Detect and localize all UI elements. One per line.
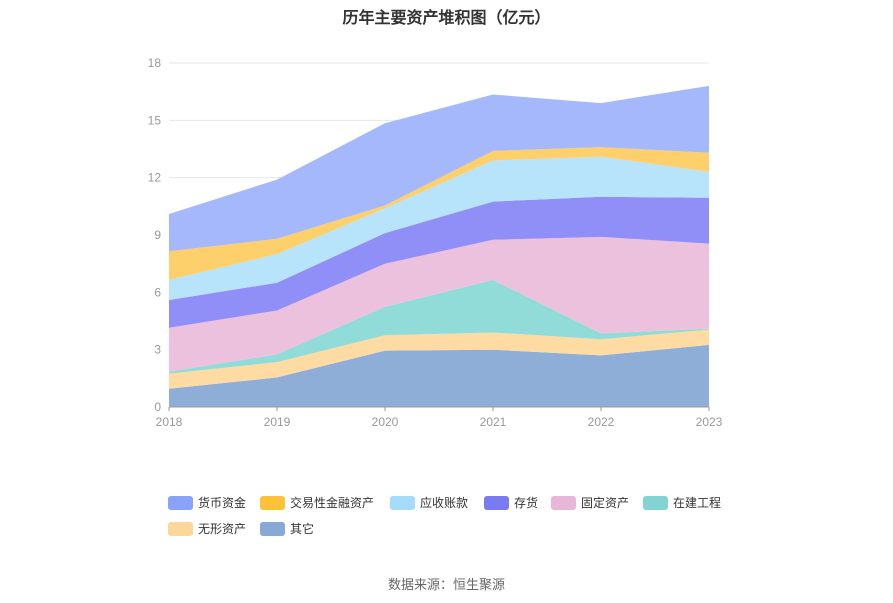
x-tick-label: 2022 [588, 415, 615, 429]
y-tick-label: 18 [148, 56, 162, 70]
legend-label: 固定资产 [581, 496, 630, 510]
legend-swatch [390, 495, 415, 510]
x-tick-label: 2019 [264, 415, 291, 429]
legend-swatch [168, 521, 193, 536]
legend-swatch [168, 495, 193, 510]
y-tick-label: 3 [154, 343, 161, 357]
area-series-4 [169, 236, 709, 372]
x-tick-label: 2023 [696, 415, 723, 429]
y-tick-label: 0 [154, 400, 161, 414]
legend-label: 交易性金融资产 [290, 496, 375, 510]
legend-item[interactable]: 其它 [260, 520, 314, 537]
x-tick-label: 2018 [156, 415, 183, 429]
area-series-2 [169, 329, 709, 389]
area-series [169, 85, 709, 407]
legend-item[interactable]: 货币资金 [168, 494, 246, 511]
legend-item[interactable]: 交易性金融资产 [260, 494, 374, 511]
area-series-1 [169, 344, 709, 407]
axes: 0 3 6 9 12 15 18 2018 2019 2020 2021 2022 2023 [148, 56, 723, 429]
legend-label: 存货 [514, 496, 539, 510]
chart-title: 历年主要资产堆积图（亿元） [342, 10, 551, 27]
area-series-7 [169, 147, 709, 280]
legend-label: 其它 [290, 522, 315, 536]
legend-label: 货币资金 [198, 496, 247, 510]
legend-label: 在建工程 [673, 496, 722, 510]
legend-label: 应收账款 [420, 496, 469, 510]
area-series-8 [169, 85, 709, 252]
y-tick-label: 9 [154, 228, 161, 242]
legend-item[interactable]: 存货 [484, 494, 538, 511]
y-tick-label: 6 [154, 285, 161, 299]
stacked-area-chart: 0 3 6 9 12 15 18 2018 2019 2020 2021 2022 2023 [148, 56, 723, 429]
legend-item[interactable]: 应收账款 [390, 494, 468, 511]
area-series-6 [169, 156, 709, 300]
legend-item[interactable]: 固定资产 [551, 494, 629, 511]
legend-swatch [484, 495, 509, 510]
y-tick-label: 15 [148, 113, 162, 127]
x-tick-label: 2021 [480, 415, 507, 429]
legend-swatch [551, 495, 576, 510]
legend-swatch [643, 495, 668, 510]
area-series-5 [169, 196, 709, 328]
legend-item[interactable]: 在建工程 [643, 494, 721, 511]
legend-label: 无形资产 [198, 522, 247, 536]
area-series-3 [169, 279, 709, 374]
legend-swatch [260, 495, 285, 510]
x-tick-label: 2020 [372, 415, 399, 429]
legend-item[interactable]: 无形资产 [168, 520, 246, 537]
y-tick-label: 12 [148, 171, 162, 185]
legend-swatch [260, 521, 285, 536]
source-note: 数据来源：恒生聚源 [387, 577, 505, 592]
